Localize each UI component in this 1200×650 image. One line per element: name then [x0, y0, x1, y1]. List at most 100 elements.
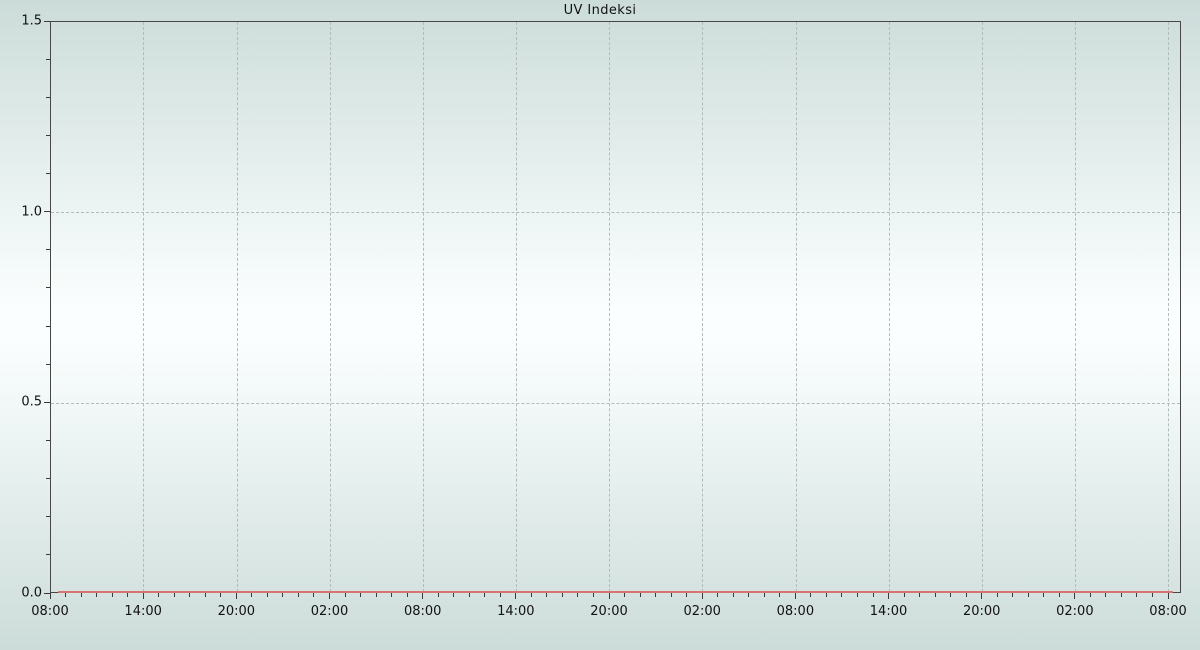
- x-minor-tick: [856, 593, 858, 597]
- x-major-tick: [608, 593, 610, 599]
- y-tick-label: 1.0: [21, 204, 42, 220]
- x-minor-tick: [499, 593, 501, 597]
- x-gridline: [1168, 22, 1170, 592]
- x-gridline: [422, 22, 424, 592]
- x-minor-tick: [1043, 593, 1045, 597]
- x-minor-tick: [1120, 593, 1122, 597]
- x-tick-label: 20:00: [962, 604, 1001, 619]
- x-minor-tick: [313, 593, 315, 597]
- x-minor-tick: [670, 593, 672, 597]
- x-minor-tick: [530, 593, 532, 597]
- x-minor-tick: [204, 593, 206, 597]
- y-minor-tick: [46, 516, 50, 518]
- y-minor-tick: [46, 287, 50, 289]
- x-tick-label: 20:00: [590, 604, 628, 619]
- y-minor-tick: [46, 249, 50, 251]
- x-minor-tick: [763, 593, 765, 597]
- x-minor-tick: [919, 593, 921, 597]
- x-minor-tick: [127, 593, 129, 597]
- x-minor-tick: [748, 593, 750, 597]
- x-tick-label: 08:00: [31, 604, 69, 619]
- y-major-tick: [43, 20, 50, 22]
- x-major-tick: [701, 593, 703, 599]
- x-minor-tick: [344, 593, 346, 597]
- y-gridline: [51, 211, 1180, 213]
- x-minor-tick: [1027, 593, 1029, 597]
- x-gridline: [1075, 22, 1077, 592]
- y-tick-label: 1.5: [21, 13, 42, 29]
- x-minor-tick: [282, 593, 284, 597]
- x-major-tick: [235, 593, 237, 599]
- x-tick-label: 08:00: [1149, 604, 1187, 619]
- x-gridline: [702, 22, 704, 592]
- y-minor-tick: [46, 173, 50, 175]
- x-minor-tick: [360, 593, 362, 597]
- x-minor-tick: [65, 593, 67, 597]
- x-minor-tick: [996, 593, 998, 597]
- x-tick-label: 14:00: [124, 604, 162, 619]
- x-minor-tick: [96, 593, 98, 597]
- y-major-tick: [43, 211, 50, 213]
- y-minor-tick: [46, 478, 50, 480]
- y-major-tick: [43, 592, 50, 594]
- plot-area: [50, 21, 1181, 593]
- x-minor-tick: [872, 593, 874, 597]
- x-gridline: [795, 22, 797, 592]
- x-minor-tick: [950, 593, 952, 597]
- x-gridline: [888, 22, 890, 592]
- x-minor-tick: [1105, 593, 1107, 597]
- x-major-tick: [1074, 593, 1076, 599]
- y-minor-tick: [46, 58, 50, 60]
- x-tick-label: 02:00: [1056, 604, 1094, 619]
- x-tick-label: 20:00: [217, 604, 256, 619]
- x-gridline: [143, 22, 145, 592]
- x-minor-tick: [266, 593, 268, 597]
- x-minor-tick: [592, 593, 594, 597]
- x-minor-tick: [779, 593, 781, 597]
- x-minor-tick: [639, 593, 641, 597]
- x-tick-label: 08:00: [403, 604, 442, 619]
- x-minor-tick: [717, 593, 719, 597]
- x-minor-tick: [468, 593, 470, 597]
- y-minor-tick: [46, 439, 50, 441]
- x-tick-label: 08:00: [776, 604, 815, 619]
- x-major-tick: [515, 593, 517, 599]
- x-minor-tick: [810, 593, 812, 597]
- x-gridline: [981, 22, 983, 592]
- x-minor-tick: [1136, 593, 1138, 597]
- x-minor-tick: [655, 593, 657, 597]
- y-minor-tick: [46, 325, 50, 327]
- x-minor-tick: [251, 593, 253, 597]
- x-major-tick: [981, 593, 983, 599]
- x-minor-tick: [80, 593, 82, 597]
- x-minor-tick: [965, 593, 967, 597]
- x-major-tick: [888, 593, 890, 599]
- x-minor-tick: [686, 593, 688, 597]
- x-minor-tick: [484, 593, 486, 597]
- x-minor-tick: [297, 593, 299, 597]
- x-minor-tick: [391, 593, 393, 597]
- x-minor-tick: [841, 593, 843, 597]
- x-minor-tick: [561, 593, 563, 597]
- x-gridline: [609, 22, 611, 592]
- x-minor-tick: [189, 593, 191, 597]
- x-minor-tick: [903, 593, 905, 597]
- y-tick-label: 0.5: [21, 394, 42, 410]
- x-gridline: [329, 22, 331, 592]
- x-minor-tick: [577, 593, 579, 597]
- x-minor-tick: [1089, 593, 1091, 597]
- y-minor-tick: [46, 363, 50, 365]
- x-minor-tick: [437, 593, 439, 597]
- y-minor-tick: [46, 134, 50, 136]
- x-minor-tick: [220, 593, 222, 597]
- x-tick-label: 14:00: [869, 604, 908, 619]
- y-gridline: [51, 402, 1180, 404]
- x-gridline: [516, 22, 518, 592]
- x-minor-tick: [111, 593, 113, 597]
- x-minor-tick: [1058, 593, 1060, 597]
- uv-index-series-line: [58, 590, 1173, 593]
- x-major-tick: [49, 593, 51, 599]
- x-tick-label: 02:00: [683, 604, 721, 619]
- y-tick-label: 0.0: [21, 585, 42, 601]
